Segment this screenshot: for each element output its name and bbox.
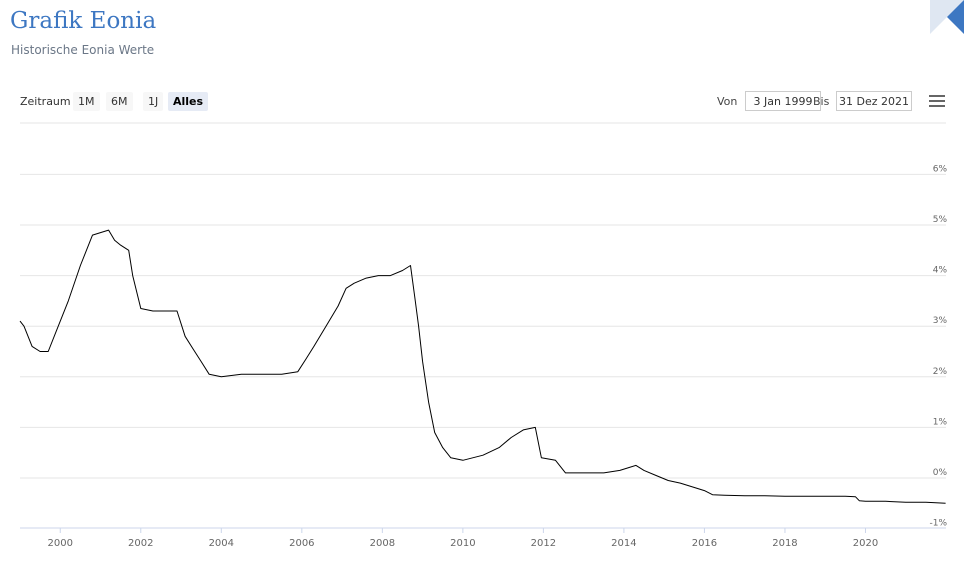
hamburger-menu-icon[interactable] <box>929 95 945 109</box>
y-tick-label: 6% <box>933 164 948 174</box>
x-tick-label: 2018 <box>772 538 797 549</box>
range-button-alles[interactable]: Alles <box>168 92 209 111</box>
from-date-label: Von <box>717 95 738 108</box>
range-button-1m[interactable]: 1M <box>73 92 100 111</box>
series-group <box>19 229 946 504</box>
x-tick-label: 2006 <box>289 538 314 549</box>
grid-lines <box>20 173 946 479</box>
range-selector-label: Zeitraum <box>20 95 71 108</box>
y-tick-label: 5% <box>933 215 948 225</box>
x-axis-tick-labels: 2000 2002 2004 2006 2008 2010 2012 2014 2016 2018… <box>48 528 878 549</box>
x-tick-label: 2014 <box>611 538 636 549</box>
x-tick-label: 2020 <box>853 538 878 549</box>
page-subtitle: Historische Eonia Werte <box>11 43 155 57</box>
x-tick-label: 2002 <box>128 538 153 549</box>
y-tick-label: 1% <box>933 417 948 427</box>
x-tick-label: 2000 <box>48 538 73 549</box>
corner-fold <box>930 0 964 34</box>
range-button-1j[interactable]: 1J <box>143 92 164 111</box>
y-tick-label: 4% <box>933 266 948 276</box>
y-tick-label: -1% <box>929 519 947 529</box>
to-date-label: Bis <box>813 95 830 108</box>
x-tick-label: 2016 <box>692 538 717 549</box>
y-tick-label: 0% <box>933 468 948 478</box>
y-tick-label: 3% <box>933 316 948 326</box>
x-tick-label: 2012 <box>531 538 556 549</box>
range-button-6m[interactable]: 6M <box>106 92 133 111</box>
y-tick-label: 2% <box>933 367 948 377</box>
x-tick-label: 2004 <box>209 538 234 549</box>
from-date-input[interactable] <box>745 91 821 111</box>
y-axis-tick-labels: 6% 5% 4% 3% 2% 1% 0% -1% <box>929 164 947 528</box>
series-line <box>19 229 946 504</box>
to-date-input[interactable] <box>836 91 912 111</box>
x-tick-label: 2010 <box>450 538 475 549</box>
page-title: Grafik Eonia <box>10 8 157 34</box>
x-tick-label: 2008 <box>370 538 395 549</box>
